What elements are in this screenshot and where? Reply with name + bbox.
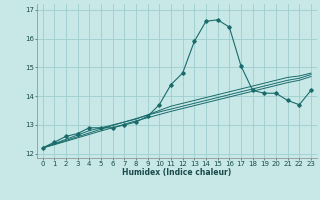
X-axis label: Humidex (Indice chaleur): Humidex (Indice chaleur) [122,168,231,177]
